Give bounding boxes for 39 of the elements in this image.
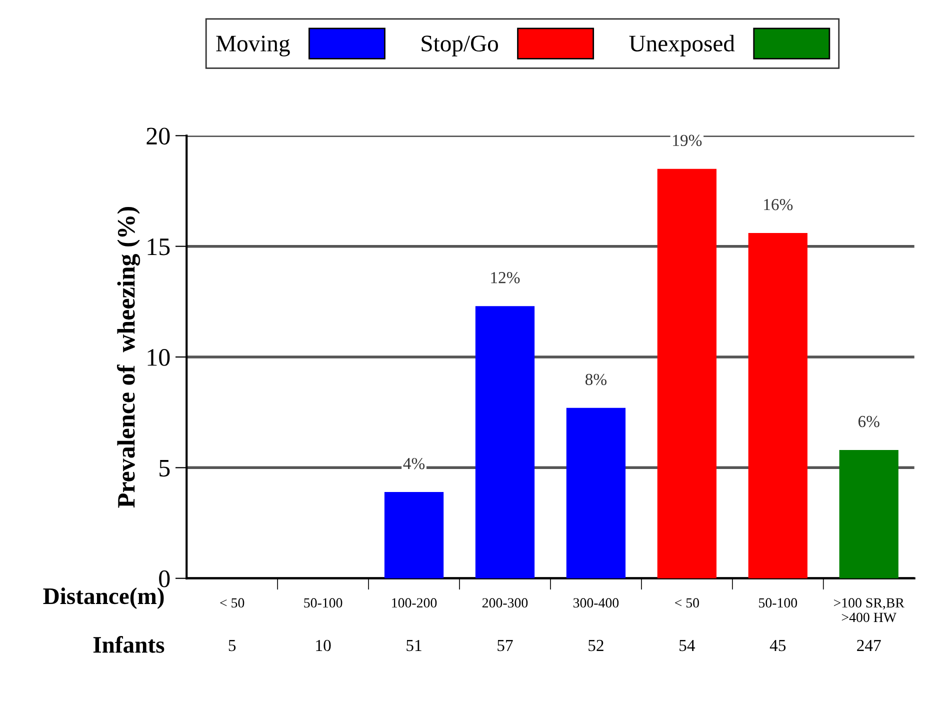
data-label: 4%: [403, 458, 425, 470]
x-tick-label: 100-200: [392, 598, 437, 608]
y-axis-title: Prevalence of wheezing (%): [116, 206, 140, 508]
y-tick-label: 5: [160, 460, 170, 477]
text: 5: [228, 640, 236, 652]
legend-label: Unexposed: [629, 34, 735, 56]
bar: [839, 450, 898, 578]
y-tick-label: 0: [159, 570, 170, 588]
bar: [748, 233, 808, 578]
bar: [475, 306, 535, 578]
text: 52: [588, 640, 604, 652]
x-tick-label: 300-400: [573, 598, 619, 608]
data-label: 16%: [764, 198, 793, 210]
y-tick-label: 15: [148, 238, 170, 256]
x-axis-title: Distance(m): [43, 588, 164, 609]
x-tick-label: 50-100: [759, 598, 798, 608]
data-label: 8%: [585, 374, 606, 386]
text: 51: [406, 640, 422, 652]
x-tick-label: < 50: [220, 598, 244, 608]
data-label: 12%: [491, 272, 520, 284]
y-tick-label: 20: [146, 128, 170, 145]
y-tick-label: 10: [148, 349, 170, 366]
bar: [566, 408, 626, 578]
text: Infants: [93, 636, 164, 653]
x-tick-label: < 50: [675, 598, 699, 608]
x-tick-label: 50-100: [304, 598, 342, 608]
text: 54: [680, 640, 695, 652]
bar: [657, 168, 716, 578]
text: 10: [316, 640, 331, 652]
bar: [384, 492, 444, 578]
x-tick-label: >100 SR,BR >400 HW: [834, 598, 904, 622]
text: 45: [770, 640, 786, 652]
data-label: 19%: [673, 134, 702, 146]
data-label: 6%: [858, 416, 880, 428]
legend-label: Stop/Go: [422, 36, 498, 56]
legend-label: Moving: [216, 36, 290, 56]
text: 57: [498, 640, 513, 652]
x-tick-label: 200-300: [482, 598, 528, 608]
text: 247: [857, 640, 881, 651]
